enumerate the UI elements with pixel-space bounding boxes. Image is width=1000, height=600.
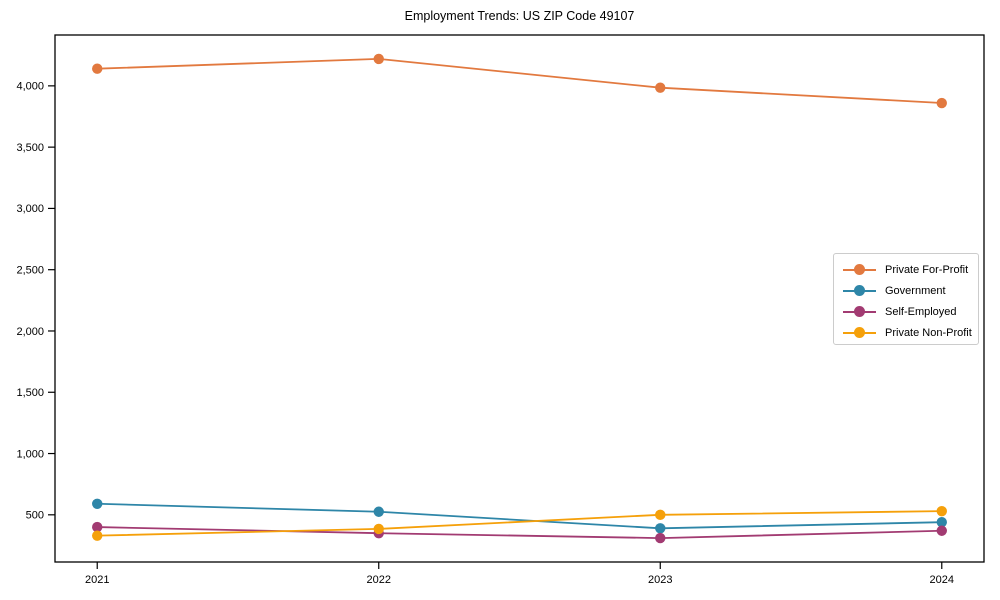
legend: Private For-Profit Government Self-Emplo… <box>833 253 979 345</box>
data-point-private-for-profit <box>936 97 947 109</box>
x-axis-tick-label: 2023 <box>648 574 672 586</box>
data-point-self-employed <box>936 525 947 536</box>
legend-label: Private For-Profit <box>885 263 969 276</box>
data-point-private-for-profit <box>373 53 384 65</box>
series-line-self-employed <box>97 526 942 540</box>
legend-marker-icon <box>843 327 876 339</box>
x-axis-tick-label: 2024 <box>930 574 954 586</box>
data-point-government <box>92 498 103 509</box>
y-axis-tick-label: 3,500 <box>16 142 44 154</box>
x-axis-tick-label: 2021 <box>85 574 109 586</box>
y-axis-tick-label: 3,000 <box>16 203 44 215</box>
y-axis-tick-label: 4,000 <box>16 81 44 93</box>
data-point-private-for-profit <box>92 63 103 74</box>
data-point-private-non-profit <box>655 509 666 521</box>
data-point-private-non-profit <box>373 523 384 535</box>
data-point-government <box>936 516 947 528</box>
legend-entry: Private For-Profit <box>843 259 978 280</box>
legend-entry: Private Non-Profit <box>843 322 978 343</box>
plot-border <box>54 34 985 563</box>
x-axis-tick-label: 2022 <box>367 574 391 586</box>
data-point-government <box>655 523 666 534</box>
data-point-private-for-profit <box>655 82 666 93</box>
legend-label: Self-Employed <box>885 305 957 318</box>
series-line-private-non-profit <box>97 510 942 537</box>
y-axis-tick-label: 500 <box>26 510 44 522</box>
data-point-private-non-profit <box>936 505 947 517</box>
y-axis-tick-label: 1,500 <box>16 387 44 399</box>
legend-marker-icon <box>843 285 876 297</box>
data-point-self-employed <box>92 521 103 533</box>
series-line-private-for-profit <box>97 57 942 104</box>
chart-title: Employment Trends: US ZIP Code 49107 <box>404 9 635 23</box>
y-axis-tick-label: 1,000 <box>16 448 44 460</box>
legend-entry: Government <box>843 280 978 301</box>
legend-marker-icon <box>843 306 876 318</box>
y-axis-tick-label: 2,500 <box>16 264 44 276</box>
y-axis-tick-label: 2,000 <box>16 326 44 338</box>
series-line-government <box>97 502 942 530</box>
legend-label: Private Non-Profit <box>885 326 972 339</box>
data-point-self-employed <box>655 532 666 544</box>
legend-label: Government <box>885 284 946 297</box>
data-point-private-non-profit <box>92 530 103 541</box>
data-point-government <box>373 506 384 517</box>
legend-marker-icon <box>843 264 876 276</box>
legend-entry: Self-Employed <box>843 301 978 322</box>
